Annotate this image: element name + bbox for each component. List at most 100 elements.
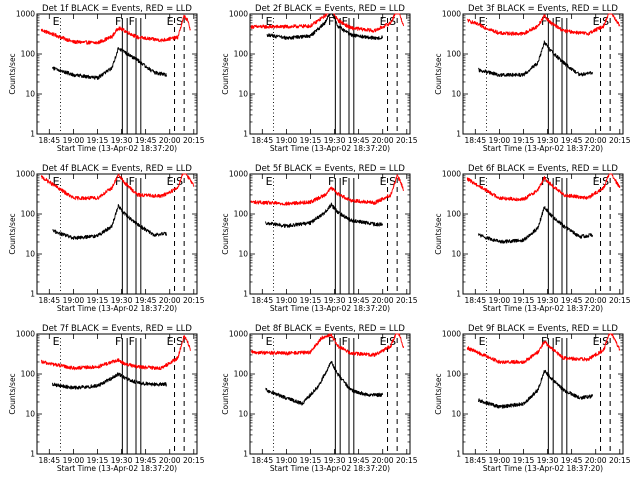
y-tick-label: 1: [243, 450, 248, 459]
x-tick-label: 18:45: [464, 136, 486, 145]
y-tick-label: 100: [234, 210, 249, 219]
flag-label: F: [328, 15, 334, 28]
x-tick-label: 20:15: [609, 296, 631, 305]
panel-8: Det 8f BLACK = Events, RED = LLD 1 10 100 10…: [221, 324, 418, 473]
x-tick-label: 20:15: [396, 296, 418, 305]
y-tick-label: 10: [238, 410, 248, 419]
x-tick-label: 19:00: [276, 456, 298, 465]
x-tick-label: 18:45: [251, 296, 273, 305]
flag-label: F: [342, 15, 348, 28]
y-axis-label: Counts/sec: [8, 53, 17, 94]
flag-label: E: [167, 15, 174, 28]
flag-label: F: [541, 175, 547, 188]
x-tick-label: 18:45: [38, 456, 60, 465]
panel-title: Det 3f BLACK = Events, RED = LLD: [468, 4, 618, 14]
flag-label: F: [541, 335, 547, 348]
events-series-line: [265, 202, 384, 228]
lld-series-line: [40, 14, 191, 45]
flag-label: E: [53, 15, 60, 28]
x-tick-label: 19:45: [561, 456, 583, 465]
y-tick-label: 10: [238, 90, 248, 99]
x-tick-label: 19:30: [111, 136, 133, 145]
x-tick-label: 20:00: [372, 296, 394, 305]
x-tick-label: 19:45: [561, 296, 583, 305]
x-tick-label: 19:30: [324, 296, 346, 305]
y-tick-label: 100: [234, 370, 249, 379]
x-tick-label: 19:00: [63, 296, 85, 305]
x-tick-label: 20:00: [585, 456, 607, 465]
panel-title: Det 9f BLACK = Events, RED = LLD: [468, 324, 618, 334]
flag-label: E: [167, 335, 174, 348]
y-tick-label: 1000: [16, 170, 35, 179]
y-tick-label: 10: [451, 90, 461, 99]
flag-label: E: [479, 335, 486, 348]
y-axis-label: Counts/sec: [434, 213, 443, 254]
flag-label: E: [593, 335, 600, 348]
y-tick-label: 100: [234, 50, 249, 59]
x-tick-label: 19:45: [135, 456, 157, 465]
panel-6: Det 6f BLACK = Events, RED = LLD 1 10 100 10…: [434, 164, 631, 313]
y-tick-label: 1000: [16, 10, 35, 19]
panel-title: Det 7f BLACK = Events, RED = LLD: [42, 324, 192, 334]
y-tick-label: 1: [456, 130, 461, 139]
x-tick-label: 18:45: [38, 296, 60, 305]
flag-label: F: [541, 15, 547, 28]
x-tick-label: 19:15: [300, 296, 322, 305]
y-tick-label: 1000: [229, 10, 248, 19]
flag-label: E: [479, 15, 486, 28]
plot-frame: [36, 333, 198, 455]
lld-series-line: [250, 13, 405, 33]
plot-frame: [462, 333, 624, 455]
plot-frame: [249, 13, 411, 135]
x-tick-label: 19:30: [537, 136, 559, 145]
y-tick-label: 1: [456, 290, 461, 299]
panel-title: Det 8f BLACK = Events, RED = LLD: [255, 324, 405, 334]
flag-label: F: [342, 335, 348, 348]
flag-label: E: [53, 175, 60, 188]
x-tick-label: 20:00: [585, 296, 607, 305]
y-tick-label: 10: [451, 250, 461, 259]
y-axis-label: Counts/sec: [8, 213, 17, 254]
x-tick-label: 19:00: [63, 456, 85, 465]
x-axis-label: Start Time (13-Apr-02 18:37:20): [270, 144, 390, 153]
x-tick-label: 19:45: [135, 296, 157, 305]
lld-series-line: [40, 335, 191, 371]
x-tick-label: 20:00: [159, 456, 181, 465]
x-tick-label: 19:30: [111, 456, 133, 465]
x-axis-label: Start Time (13-Apr-02 18:37:20): [57, 304, 177, 313]
x-tick-label: 20:15: [396, 136, 418, 145]
x-tick-label: 20:00: [585, 136, 607, 145]
flag-label: E: [266, 15, 273, 28]
flag-label: E: [266, 335, 273, 348]
y-tick-label: 1: [30, 130, 35, 139]
events-series-line: [52, 372, 167, 390]
x-tick-label: 19:30: [111, 296, 133, 305]
panel-3: Det 3f BLACK = Events, RED = LLD 1 10 100 10…: [434, 4, 631, 153]
flag-label: S: [389, 15, 396, 28]
plot-frame: [462, 173, 624, 295]
flag-label: E: [479, 175, 486, 188]
x-tick-label: 18:45: [464, 296, 486, 305]
x-tick-label: 18:45: [464, 456, 486, 465]
y-tick-label: 1000: [442, 170, 461, 179]
y-tick-label: 10: [238, 250, 248, 259]
flag-label: E: [380, 15, 387, 28]
x-tick-label: 19:15: [513, 296, 535, 305]
y-tick-label: 1: [243, 130, 248, 139]
x-tick-label: 19:00: [489, 296, 511, 305]
y-tick-label: 100: [447, 370, 462, 379]
x-tick-label: 20:15: [183, 296, 205, 305]
x-tick-label: 20:00: [159, 296, 181, 305]
plot-frame: [36, 13, 198, 135]
flag-label: F: [115, 335, 121, 348]
y-tick-label: 100: [447, 50, 462, 59]
y-tick-label: 100: [21, 210, 36, 219]
y-tick-label: 10: [25, 250, 35, 259]
x-tick-label: 19:15: [300, 136, 322, 145]
x-tick-label: 18:45: [251, 456, 273, 465]
plot-frame: [249, 173, 411, 295]
y-tick-label: 1: [30, 290, 35, 299]
flag-label: F: [115, 175, 121, 188]
panel-title: Det 6f BLACK = Events, RED = LLD: [468, 164, 618, 174]
